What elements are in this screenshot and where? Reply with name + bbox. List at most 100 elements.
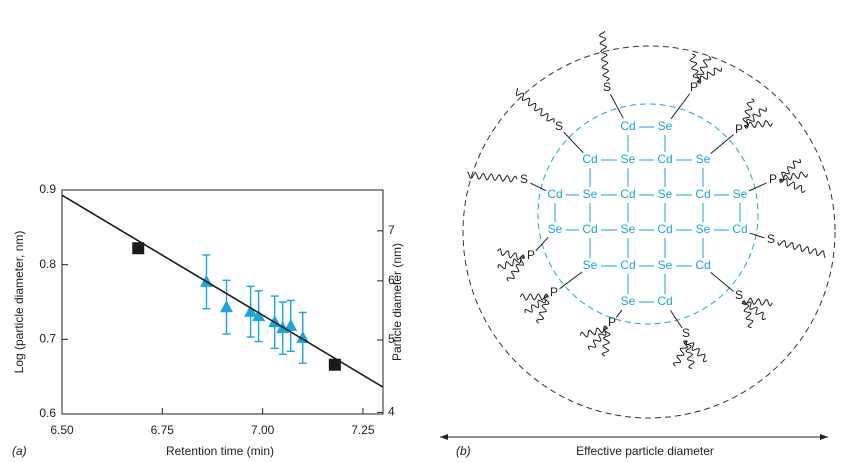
ligand-bond xyxy=(535,237,549,252)
alkyl-chain xyxy=(743,300,767,320)
panel-label: (a) xyxy=(12,444,27,458)
core-boundary xyxy=(537,103,759,325)
y2-tick-label: 6 xyxy=(388,273,395,287)
triangle-point xyxy=(284,318,298,331)
outer-boundary xyxy=(462,45,836,419)
ligand-bond xyxy=(670,93,691,120)
alkyl-chain xyxy=(685,340,708,363)
fit-line xyxy=(61,194,384,388)
square-point xyxy=(328,358,341,371)
atom: Cd xyxy=(620,258,635,272)
triangle-point xyxy=(296,330,310,343)
atom: Cd xyxy=(657,294,672,308)
alkyl-chain xyxy=(689,53,701,83)
ligand-bond xyxy=(670,310,683,329)
ligand-bond xyxy=(615,309,623,318)
alkyl-chain xyxy=(696,67,722,84)
atom: Se xyxy=(658,119,673,133)
ligand-bond xyxy=(710,134,734,154)
triangle-point xyxy=(252,309,266,322)
alkyl-chain xyxy=(779,158,802,181)
alkyl-chain xyxy=(683,340,695,369)
ligand-bond xyxy=(710,272,734,292)
ligand-atom: P xyxy=(527,248,535,262)
alkyl-chain xyxy=(777,239,826,258)
atom: Se xyxy=(658,258,673,272)
triangle-point xyxy=(244,304,258,317)
ligand-atom: P xyxy=(550,285,558,299)
atom: Se xyxy=(621,152,636,166)
square-point xyxy=(132,242,145,255)
atom: Se xyxy=(696,222,711,236)
ligand-atom: P xyxy=(735,122,743,136)
alkyl-chain xyxy=(506,257,525,282)
alkyl-chain xyxy=(672,340,689,367)
ligand-bond xyxy=(530,182,547,192)
alkyl-chain xyxy=(742,98,755,126)
ligand-atom: P xyxy=(769,172,777,186)
alkyl-chain xyxy=(743,297,773,307)
x-tick-label: 6.75 xyxy=(151,423,175,437)
x-tick-label: 6.50 xyxy=(50,423,74,437)
atom: Cd xyxy=(657,152,672,166)
atom: Cd xyxy=(582,222,597,236)
alkyl-chain xyxy=(536,296,550,324)
y-tick-label: 0.7 xyxy=(39,332,56,346)
panel-label: (b) xyxy=(456,444,471,458)
atom: Cd xyxy=(695,258,710,272)
alkyl-chain xyxy=(779,177,806,194)
y-axis-label: Log (particle diameter, nm) xyxy=(12,231,26,374)
atom: Cd xyxy=(695,187,710,201)
alkyl-chain xyxy=(519,293,549,301)
x-tick-label: 7.25 xyxy=(351,423,375,437)
atom: Se xyxy=(733,187,748,201)
ligand-atom: S xyxy=(682,326,690,340)
ligand-atom: S xyxy=(603,80,611,94)
alkyl-chain xyxy=(743,119,773,129)
atom: Cd xyxy=(582,152,597,166)
alkyl-chain xyxy=(696,55,712,83)
y2-tick-label: 7 xyxy=(388,223,395,237)
ligand-atom: S xyxy=(520,172,528,186)
alkyl-chain xyxy=(497,255,525,270)
ligand-atom: P xyxy=(690,80,698,94)
atom: Cd xyxy=(732,222,747,236)
ligand-bond xyxy=(559,271,583,290)
atom: Se xyxy=(621,222,636,236)
plot-frame xyxy=(61,189,384,415)
x-axis-label: Retention time (min) xyxy=(166,444,274,458)
atom: Se xyxy=(583,258,598,272)
atom: Cd xyxy=(620,119,635,133)
alkyl-chain xyxy=(588,327,608,351)
atom: Se xyxy=(658,187,673,201)
alkyl-chain xyxy=(779,171,808,183)
alkyl-chain xyxy=(497,248,525,261)
alkyl-chain xyxy=(744,107,767,127)
triangle-point xyxy=(220,300,234,313)
ligand-bond xyxy=(749,232,765,239)
ligand-atom: S xyxy=(555,119,563,133)
atom: Cd xyxy=(657,222,672,236)
alkyl-chain xyxy=(524,295,549,314)
ligand-atom: P xyxy=(608,315,616,329)
atom: Cd xyxy=(620,187,635,201)
atom: Se xyxy=(548,222,563,236)
ligand-bond xyxy=(609,93,624,119)
alkyl-chain xyxy=(467,171,518,183)
atom: Se xyxy=(583,187,598,201)
y-tick-label: 0.6 xyxy=(39,406,56,420)
ligand-bond xyxy=(748,182,767,192)
y2-tick-label: 4 xyxy=(388,405,395,419)
y-tick-label: 0.8 xyxy=(39,257,56,271)
ligand-atom: S xyxy=(767,232,775,246)
alkyl-chain xyxy=(580,325,608,338)
atom: Se xyxy=(696,152,711,166)
ligand-atom: S xyxy=(735,288,743,302)
caption: Effective particle diameter xyxy=(576,444,714,458)
y-tick-label: 0.9 xyxy=(39,182,56,196)
y2-axis-label: Particle diameter (nm) xyxy=(390,243,404,361)
alkyl-chain xyxy=(598,30,610,82)
x-tick-label: 7.00 xyxy=(251,423,275,437)
alkyl-chain xyxy=(741,300,754,328)
